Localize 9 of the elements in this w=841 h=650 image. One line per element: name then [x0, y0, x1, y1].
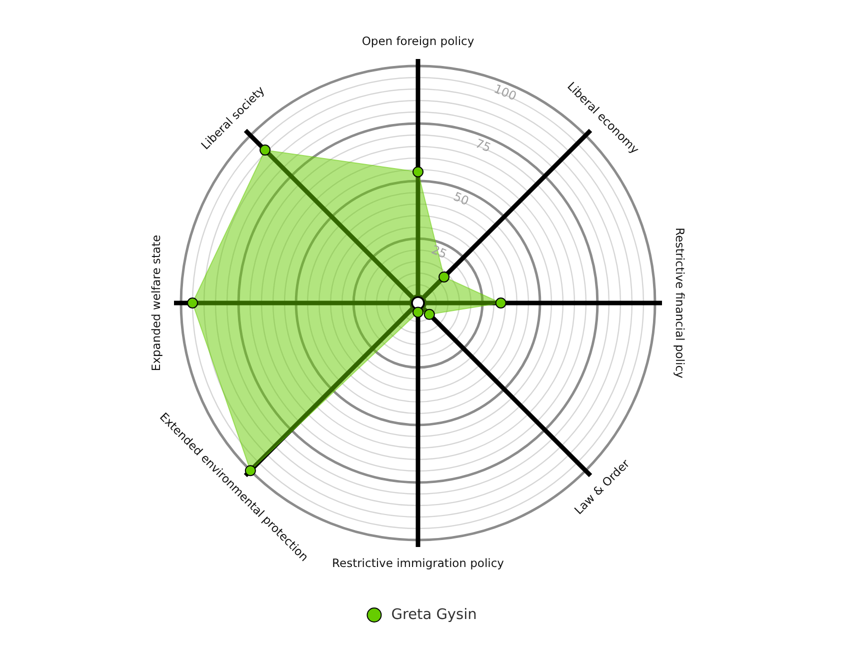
y-tick-label: 75	[473, 136, 493, 156]
spoke-label: Restrictive financial policy	[673, 228, 688, 379]
spoke-label: Expanded welfare state	[148, 234, 163, 372]
legend-label: Greta Gysin	[391, 606, 477, 623]
spoke-label: Open foreign policy	[362, 34, 474, 48]
y-tick-label: 50	[451, 189, 471, 208]
spoke-label: Restrictive immigration policy	[332, 556, 504, 570]
y-tick-label: 100	[492, 82, 518, 104]
y-tick-label: 25	[429, 242, 449, 262]
